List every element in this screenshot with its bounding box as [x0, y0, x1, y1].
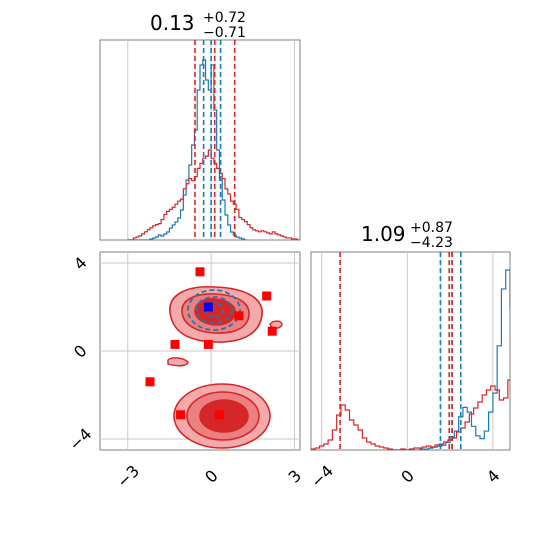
red-marker — [267, 326, 277, 336]
hist-right-line-1 — [311, 379, 510, 450]
tick-label-y: −4 — [65, 424, 95, 454]
joint-markers — [145, 267, 277, 420]
hist-right-series — [311, 269, 510, 450]
red-marker — [195, 267, 205, 277]
red-marker — [234, 311, 244, 321]
tick-label-x: 0 — [397, 466, 418, 487]
tick-label-x: −4 — [307, 461, 337, 491]
title-right: 1.09 +0.87 −4.23 — [361, 220, 453, 251]
title-top-value: 0.13 — [150, 11, 195, 35]
red-marker — [214, 410, 224, 420]
red-marker — [262, 291, 272, 301]
blue-contour-mid — [195, 296, 233, 324]
tick-label-x: −3 — [113, 461, 143, 491]
grid-right — [321, 252, 494, 450]
marginal-histogram-top — [99, 39, 301, 241]
red-marker — [170, 339, 180, 349]
quantile-lines-right — [339, 252, 462, 450]
blue-marker — [203, 302, 213, 312]
tick-label-x: 4 — [483, 466, 504, 487]
title-top-minus: −0.71 — [203, 25, 246, 41]
hist-top-line-0 — [127, 59, 248, 240]
title-top: 0.13 +0.72 −0.71 — [150, 10, 246, 41]
tick-label-y: 0 — [70, 341, 91, 362]
contour-lower-inner — [199, 399, 249, 433]
hist-right-line-0 — [385, 269, 510, 450]
tick-label-y: 4 — [70, 253, 91, 274]
red-marker — [176, 410, 186, 420]
red-marker — [145, 377, 155, 387]
title-right-value: 1.09 — [361, 222, 406, 246]
contours — [167, 286, 283, 449]
blue-contour-outer — [187, 289, 241, 331]
quantile-lines-top — [194, 40, 236, 240]
title-right-plus: +0.87 — [410, 220, 453, 236]
tick-label-x: 0 — [201, 466, 222, 487]
title-right-minus: −4.23 — [410, 235, 453, 251]
title-top-plus: +0.72 — [203, 10, 246, 26]
marginal-histogram-right — [310, 251, 511, 451]
tick-label-x: 3 — [284, 466, 305, 487]
red-marker — [203, 339, 213, 349]
joint-panel — [99, 251, 301, 451]
contour-island-left — [167, 357, 189, 367]
axes-frame-right — [310, 251, 511, 451]
blue-contour-inner — [204, 302, 224, 318]
